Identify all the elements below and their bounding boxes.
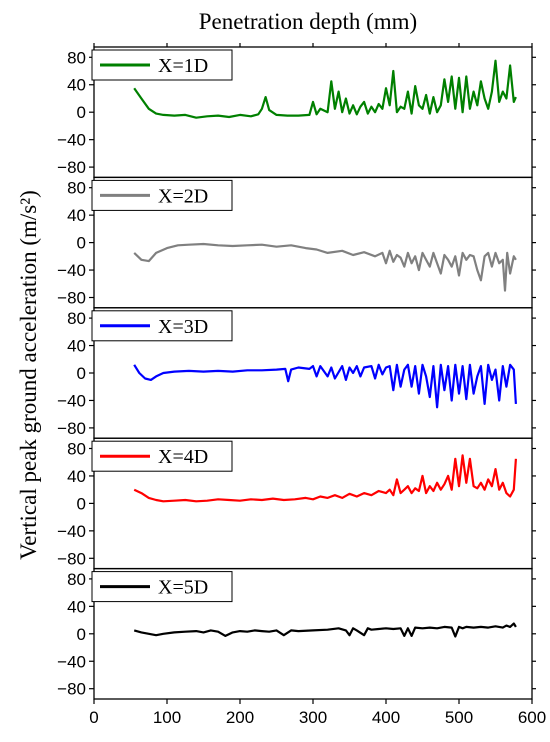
panel-5: 80 40 0 −40 −80 X=5D <box>57 567 536 700</box>
series-line-3 <box>133 363 517 409</box>
legend-label: X=4D <box>158 446 208 468</box>
y-tick-label: 0 <box>77 494 86 513</box>
y-tick-label: −80 <box>57 289 86 308</box>
legend-box <box>91 571 233 603</box>
chart-panels: 80400−40−80X=1D80400−40−80X=2D80400−40−8… <box>57 43 546 727</box>
x-tick-label: 100 <box>153 708 181 727</box>
y-tick-label: −80 <box>57 158 86 177</box>
y-tick-label: 0 <box>77 103 86 122</box>
y-tick-label: −80 <box>57 680 86 699</box>
y-tick-label: −40 <box>57 652 86 671</box>
y-tick-label: 0 <box>77 234 86 253</box>
series-line-5 <box>133 622 517 638</box>
y-tick-label: 40 <box>67 597 86 616</box>
panel-2: 80 40 0 −40 −80 X=2D <box>57 176 536 309</box>
x-tick-label: 200 <box>226 708 254 727</box>
y-tick-label: −40 <box>57 131 86 150</box>
y-tick-label: 40 <box>67 76 86 95</box>
y-tick-label: 40 <box>67 206 86 225</box>
y-tick-label: −40 <box>57 261 86 280</box>
y-tick-label: 0 <box>77 364 86 383</box>
y-tick-label: −80 <box>57 549 86 568</box>
y-tick-label: 80 <box>67 179 86 198</box>
x-tick-label: 400 <box>372 708 400 727</box>
y-tick-label: 40 <box>67 337 86 356</box>
x-tick-label: 600 <box>518 708 546 727</box>
y-tick-label: 80 <box>67 48 86 67</box>
series-line-1 <box>133 59 517 119</box>
legend-label: X=1D <box>158 55 208 77</box>
y-axis-label: Vertical peak ground acceleration (m/s²) <box>16 190 41 560</box>
y-tick-label: 40 <box>67 467 86 486</box>
chart-title: Penetration depth (mm) <box>199 9 417 34</box>
series-line-4 <box>133 454 517 503</box>
series-line-2 <box>133 242 517 292</box>
legend-label: X=2D <box>158 185 208 207</box>
y-tick-label: −40 <box>57 391 86 410</box>
y-tick-label: 80 <box>67 570 86 589</box>
y-tick-label: −80 <box>57 419 86 438</box>
x-tick-label: 300 <box>299 708 327 727</box>
legend-label: X=3D <box>158 316 208 338</box>
y-tick-label: 80 <box>67 439 86 458</box>
y-tick-label: −40 <box>57 522 86 541</box>
x-tick-label: 0 <box>89 708 98 727</box>
panel-3: 80 40 0 −40 −80 X=3D <box>57 307 536 439</box>
y-tick-label: 0 <box>77 625 86 644</box>
y-tick-label: 80 <box>67 309 86 328</box>
x-tick-label: 500 <box>445 708 473 727</box>
legend-label: X=5D <box>158 577 208 599</box>
panel-4: 80 40 0 −40 −80 X=4D <box>57 437 536 570</box>
panel-1: 80 40 0 −40 −80 X=1D <box>57 46 536 179</box>
